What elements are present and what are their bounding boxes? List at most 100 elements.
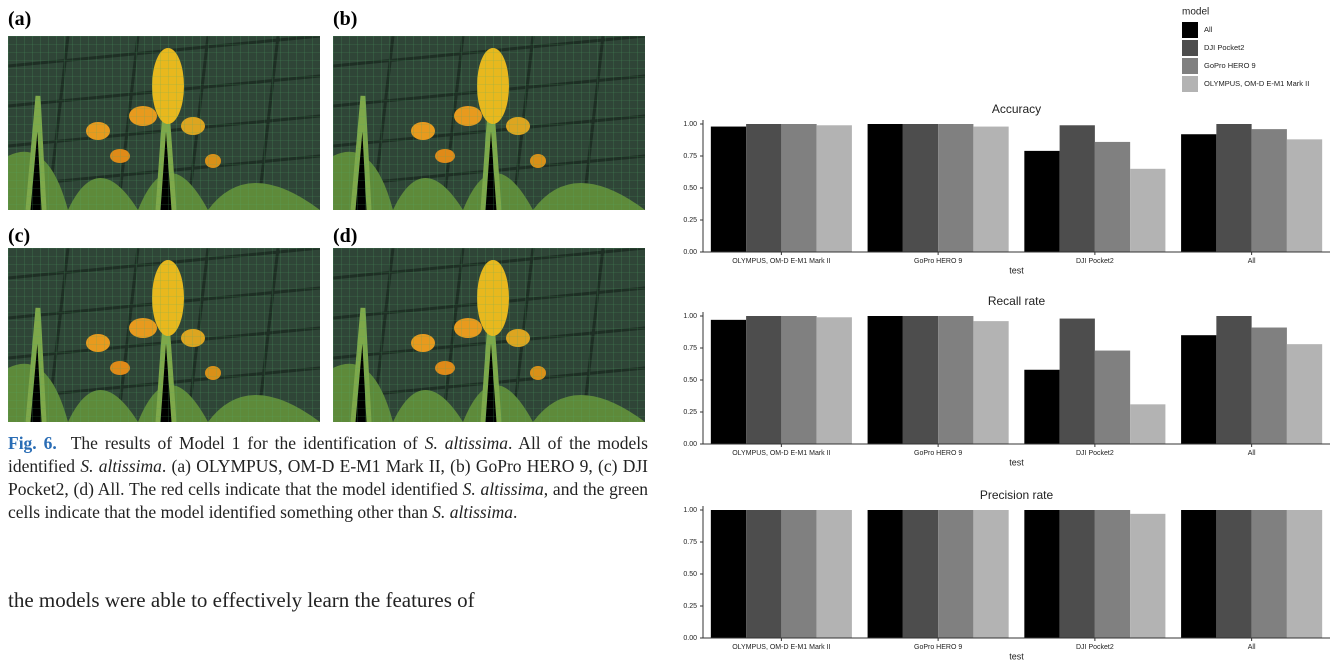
y-tick-label: 1.00 — [683, 313, 697, 320]
bar — [1252, 328, 1287, 444]
bar — [1181, 335, 1216, 444]
y-tick-label: 0.00 — [683, 249, 697, 256]
bar — [938, 124, 973, 252]
bar — [903, 124, 938, 252]
caption-italic: S. altissima — [463, 479, 544, 499]
caption-label: Fig. 6. — [8, 433, 57, 453]
bar — [1060, 510, 1095, 638]
bar — [973, 510, 1008, 638]
legend-label: All — [1204, 25, 1213, 34]
bar — [868, 510, 903, 638]
y-tick-label: 0.75 — [683, 539, 697, 546]
legend-swatch — [1182, 22, 1198, 38]
caption-text: . — [513, 502, 517, 522]
charts: model All DJI Pocket2 GoPro HERO 9 OLYMPUS,… — [660, 0, 1336, 668]
bar — [938, 510, 973, 638]
legend-label: DJI Pocket2 — [1204, 43, 1244, 52]
caption-italic: S. altissima — [425, 433, 508, 453]
bar — [1252, 129, 1287, 252]
bar — [1181, 134, 1216, 252]
caption-italic: S. altissima — [80, 456, 162, 476]
caption: Fig. 6. The results of Model 1 for the id… — [8, 432, 648, 524]
bar — [1060, 125, 1095, 252]
bar — [1060, 319, 1095, 444]
photo — [8, 248, 320, 422]
bar — [746, 124, 781, 252]
x-axis-label: test — [1009, 457, 1024, 467]
legend-label: OLYMPUS, OM-D E-M1 Mark II — [1204, 79, 1309, 88]
y-tick-label: 0.00 — [683, 441, 697, 448]
x-tick-label: All — [1248, 258, 1256, 265]
bar — [938, 316, 973, 444]
bar — [1181, 510, 1216, 638]
bar — [781, 316, 816, 444]
bar — [817, 317, 852, 444]
bar — [1024, 510, 1059, 638]
x-tick-label: OLYMPUS, OM-D E-M1 Mark II — [732, 644, 830, 651]
x-tick-label: GoPro HERO 9 — [914, 644, 962, 651]
bar — [1095, 351, 1130, 444]
bar — [903, 510, 938, 638]
bar — [781, 124, 816, 252]
legend-label: GoPro HERO 9 — [1204, 61, 1256, 70]
bar — [1216, 124, 1251, 252]
photo — [8, 36, 320, 210]
x-tick-label: GoPro HERO 9 — [914, 450, 962, 457]
bar — [1130, 404, 1165, 444]
bar — [1024, 151, 1059, 252]
legend-swatch — [1182, 76, 1198, 92]
bar — [817, 510, 852, 638]
chart-title: Recall rate — [988, 294, 1046, 308]
body-text: the models were able to effectively lear… — [8, 588, 648, 613]
x-tick-label: DJI Pocket2 — [1076, 258, 1114, 265]
bar — [746, 316, 781, 444]
photo — [333, 248, 645, 422]
legend-swatch — [1182, 58, 1198, 74]
caption-text: The results of Model 1 for the identific… — [71, 433, 425, 453]
x-tick-label: DJI Pocket2 — [1076, 644, 1114, 651]
bar — [1216, 510, 1251, 638]
x-tick-label: OLYMPUS, OM-D E-M1 Mark II — [732, 258, 830, 265]
caption-italic: S. altissima — [432, 502, 513, 522]
bar — [1287, 510, 1322, 638]
x-tick-label: GoPro HERO 9 — [914, 258, 962, 265]
x-tick-label: DJI Pocket2 — [1076, 450, 1114, 457]
x-axis-label: test — [1009, 265, 1024, 275]
x-axis-label: test — [1009, 651, 1024, 661]
y-tick-label: 1.00 — [683, 507, 697, 514]
bar — [1287, 344, 1322, 444]
bar — [711, 320, 746, 444]
page: (a) (b) (c) (d) Fig. 6.The results of Mo… — [0, 0, 1336, 668]
y-tick-label: 0.50 — [683, 377, 697, 384]
chart-title: Accuracy — [992, 102, 1041, 116]
panel-label: (a) — [8, 8, 31, 31]
y-tick-label: 0.25 — [683, 603, 697, 610]
bar — [1024, 370, 1059, 444]
bar — [1130, 169, 1165, 252]
x-tick-label: All — [1248, 450, 1256, 457]
bar — [711, 510, 746, 638]
y-tick-label: 0.50 — [683, 185, 697, 192]
y-tick-label: 0.00 — [683, 635, 697, 642]
bar — [781, 510, 816, 638]
legend-swatch — [1182, 40, 1198, 56]
bar — [1216, 316, 1251, 444]
photo — [333, 36, 645, 210]
panel-label: (d) — [333, 225, 357, 248]
bar — [1252, 510, 1287, 638]
bar — [903, 316, 938, 444]
y-tick-label: 0.75 — [683, 345, 697, 352]
bar — [1287, 139, 1322, 252]
bar — [746, 510, 781, 638]
bar — [1130, 514, 1165, 638]
y-tick-label: 1.00 — [683, 121, 697, 128]
legend-title: model — [1182, 7, 1209, 18]
bar — [973, 321, 1008, 444]
y-tick-label: 0.25 — [683, 409, 697, 416]
panel-label: (b) — [333, 8, 357, 31]
x-tick-label: OLYMPUS, OM-D E-M1 Mark II — [732, 450, 830, 457]
chart-title: Precision rate — [980, 488, 1054, 502]
bar — [868, 316, 903, 444]
bar — [868, 124, 903, 252]
bar — [1095, 142, 1130, 252]
